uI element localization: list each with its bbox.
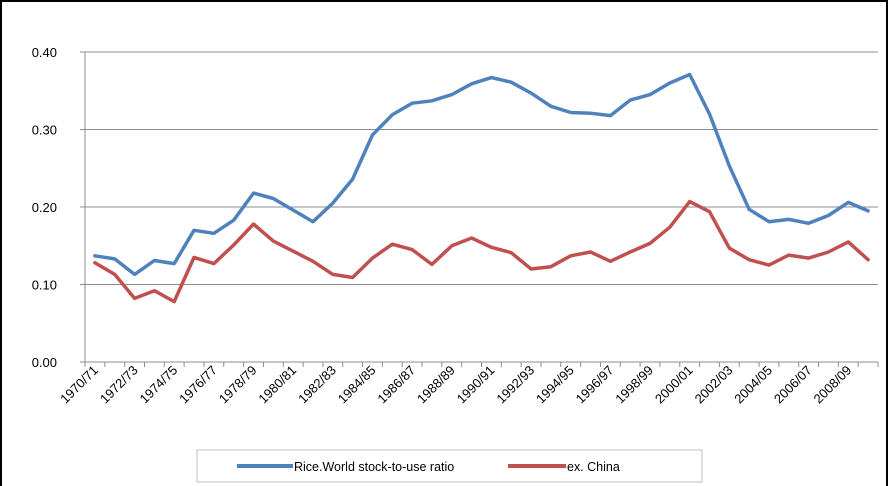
x-tick-label: 1982/83 [295,363,339,407]
x-tick-label: 1996/97 [573,363,617,407]
x-tick-label: 2000/01 [652,363,696,407]
gridlines [85,51,878,285]
x-tick-label: 1992/93 [493,363,537,407]
series-line-0 [93,72,870,277]
x-tick-label: 1988/89 [414,363,458,407]
y-tick-label: 0.30 [32,123,57,138]
legend-label-world: Rice.World stock-to-use ratio [294,460,454,474]
x-tick-label: 1974/75 [136,363,180,407]
series-lines [93,72,870,304]
y-tick-label: 0.40 [32,45,57,60]
x-tick-label: 2008/09 [811,363,855,407]
y-axis-ticks: 0.00 0.10 0.20 0.30 0.40 [32,45,57,370]
y-tick-label: 0.00 [32,355,57,370]
x-tick-label: 2006/07 [771,363,815,407]
x-tick-label: 1980/81 [255,363,299,407]
x-tick-label: 2004/05 [731,363,775,407]
series-line-1 [93,199,870,304]
legend: Rice.World stock-to-use ratio ex. China [196,449,703,483]
y-tick-label: 0.20 [32,200,57,215]
y-tick-label: 0.10 [32,278,57,293]
x-axis-ticks: 1970/711972/731974/751976/771978/791980/… [57,363,854,407]
x-tick-label: 1994/95 [533,363,577,407]
x-tick-label: 1970/71 [57,363,101,407]
x-tick-label: 1978/79 [216,363,260,407]
axes [80,51,879,367]
x-tick-label: 1986/87 [374,363,418,407]
legend-label-ex-china: ex. China [567,460,620,474]
x-tick-label: 1990/91 [454,363,498,407]
x-tick-label: 1984/85 [335,363,379,407]
x-tick-label: 1972/73 [97,363,141,407]
x-tick-label: 1998/99 [612,363,656,407]
x-tick-label: 2002/03 [692,363,736,407]
x-tick-label: 1976/77 [176,363,220,407]
